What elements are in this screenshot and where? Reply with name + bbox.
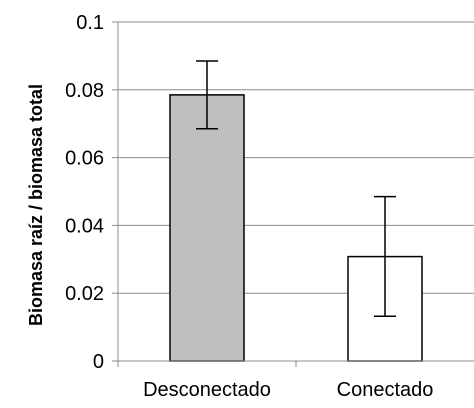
y-tick-label: 0.04 [65,215,104,237]
error-bars [196,60,396,318]
y-tick-label: 0 [93,351,104,373]
y-tick-label: 0.08 [65,80,104,102]
x-axis-category-labels: Desconectado Conectado [143,379,433,401]
bar [169,94,245,362]
y-axis-title: Biomasa raíz / biomasa total [26,84,46,326]
y-tick-label: 0.1 [76,12,104,34]
x-category-label: Desconectado [143,379,271,401]
axes [112,21,474,367]
y-tick-label: 0.02 [65,283,104,305]
y-tick-label: 0.06 [65,148,104,170]
x-category-label: Conectado [337,379,434,401]
y-axis-tick-labels: 0 0.02 0.04 0.06 0.08 0.1 [65,12,104,373]
bars [169,94,423,362]
